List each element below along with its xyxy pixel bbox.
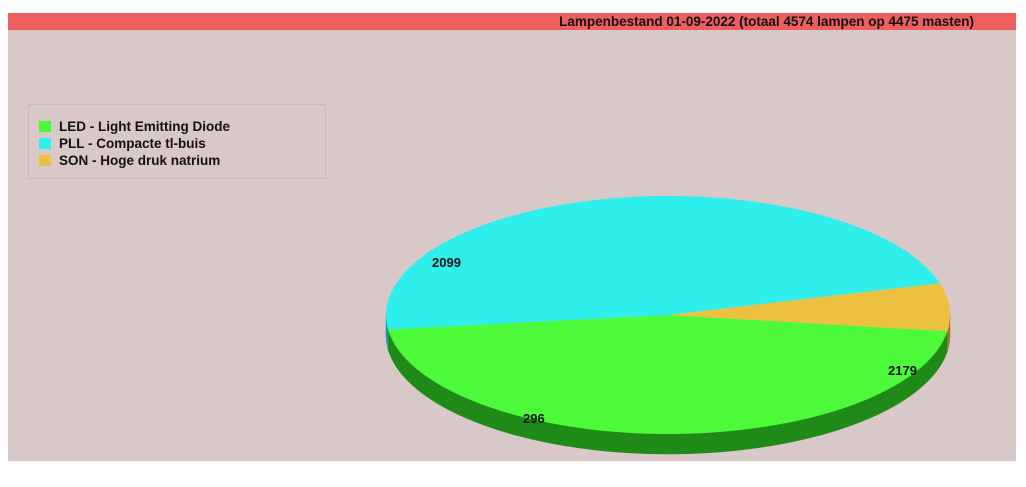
legend-swatch-led [39, 120, 51, 132]
pie-chart: 2099 296 2179 [385, 196, 951, 455]
legend-item-pll: PLL - Compacte tl-buis [39, 135, 206, 151]
legend-label-son: SON - Hoge druk natrium [59, 152, 221, 168]
chart-panel: Lampenbestand 01-09-2022 (totaal 4574 la… [8, 13, 1016, 461]
legend-swatch-son [39, 154, 51, 166]
data-label-led: 2099 [432, 255, 461, 270]
legend-label-pll: PLL - Compacte tl-buis [59, 135, 206, 151]
data-label-son: 296 [523, 411, 545, 426]
title-bar: Lampenbestand 01-09-2022 (totaal 4574 la… [8, 13, 1016, 30]
legend-swatch-pll [39, 137, 51, 149]
pie-slice-son [668, 283, 951, 332]
legend: LED - Light Emitting Diode PLL - Compact… [28, 104, 326, 179]
pie-slice-led [388, 315, 948, 434]
legend-item-son: SON - Hoge druk natrium [39, 152, 220, 168]
legend-label-led: LED - Light Emitting Diode [59, 118, 230, 134]
chart-title: Lampenbestand 01-09-2022 (totaal 4574 la… [559, 14, 974, 29]
data-label-pll: 2179 [888, 363, 917, 378]
pie-slice-pll [386, 196, 940, 330]
legend-item-led: LED - Light Emitting Diode [39, 118, 230, 134]
